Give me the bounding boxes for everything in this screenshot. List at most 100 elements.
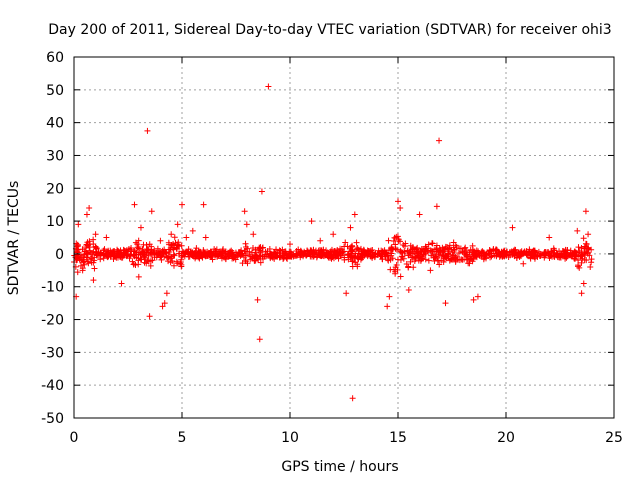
band-marker: [576, 264, 583, 271]
x-tick-label: 10: [281, 430, 299, 446]
data-point: [179, 201, 185, 208]
band-marker: [252, 246, 259, 253]
band-marker: [393, 246, 400, 253]
band-marker: [582, 252, 589, 259]
band-marker: [347, 248, 354, 255]
band-marker: [178, 253, 185, 260]
band-marker: [435, 248, 442, 255]
band-marker: [577, 253, 584, 260]
band-marker: [342, 239, 349, 246]
band-marker: [168, 254, 175, 261]
band-marker: [567, 247, 574, 254]
band-marker: [527, 251, 534, 258]
band-marker: [181, 250, 188, 257]
y-tick-label: -10: [41, 280, 64, 296]
band-marker: [361, 250, 368, 257]
y-tick-labels: 60 50 40 30 20 10 0 -10 -20 -30 -40 -50: [41, 50, 64, 427]
y-tick-label: 0: [55, 247, 64, 263]
band-marker: [144, 249, 151, 256]
band-marker: [91, 265, 98, 272]
band-marker: [171, 234, 178, 241]
band-marker: [562, 250, 569, 257]
band-marker: [397, 273, 404, 280]
band-marker: [272, 250, 279, 257]
x-tick-label: 0: [70, 430, 79, 446]
band-marker: [462, 244, 469, 251]
band-marker: [341, 256, 348, 263]
band-marker: [513, 250, 520, 257]
band-marker: [542, 250, 549, 257]
band-marker: [550, 245, 557, 252]
band-marker: [85, 260, 92, 267]
band-marker: [117, 254, 124, 261]
band-marker: [466, 260, 473, 267]
band-marker: [243, 244, 250, 251]
band-marker: [218, 255, 225, 262]
band-marker: [459, 256, 466, 263]
band-marker: [238, 251, 245, 258]
band-marker: [562, 255, 569, 262]
band-marker: [429, 240, 436, 247]
band-marker: [487, 248, 494, 255]
band-marker: [178, 263, 185, 270]
band-marker: [191, 250, 198, 257]
band-marker: [493, 250, 500, 257]
band-marker: [401, 243, 408, 250]
band-marker: [313, 254, 320, 261]
data-point: [103, 234, 110, 241]
data-point: [587, 264, 594, 271]
x-tick-label: 25: [605, 430, 623, 446]
data-point: [416, 211, 423, 218]
data-point: [427, 267, 434, 274]
band-marker: [185, 250, 191, 257]
band-marker: [300, 253, 307, 260]
data-point: [509, 224, 516, 231]
band-marker: [397, 238, 404, 245]
band-marker: [267, 252, 274, 259]
band-marker: [74, 248, 81, 255]
band-marker: [287, 248, 294, 255]
band-marker: [147, 262, 154, 269]
band-marker: [394, 256, 401, 263]
data-point: [330, 231, 337, 238]
band-marker: [244, 260, 251, 267]
band-marker: [517, 251, 524, 258]
band-marker: [575, 249, 582, 256]
band-marker: [138, 249, 145, 256]
band-marker: [196, 253, 203, 260]
band-marker: [407, 242, 414, 249]
data-point: [397, 204, 404, 211]
band-marker: [501, 247, 508, 254]
data-point: [405, 287, 412, 294]
band-marker: [134, 241, 141, 248]
data-point: [574, 227, 581, 234]
data-point: [433, 203, 440, 210]
band-marker: [433, 242, 440, 249]
band-marker: [323, 247, 330, 254]
band-marker: [556, 248, 563, 255]
band-marker: [444, 244, 451, 251]
data-point: [585, 231, 592, 238]
band-marker: [74, 269, 81, 276]
band-marker: [448, 255, 455, 262]
data-point: [349, 395, 356, 402]
band-marker: [425, 249, 432, 256]
grid: [74, 57, 614, 418]
data-point: [146, 313, 153, 320]
band-marker: [135, 261, 142, 268]
band-marker: [93, 246, 100, 253]
data-point: [308, 218, 315, 225]
band-marker: [450, 244, 457, 251]
band-marker: [173, 258, 180, 265]
band-marker: [422, 243, 429, 250]
data-point: [256, 336, 263, 343]
band-marker: [379, 250, 386, 257]
band-marker: [79, 246, 86, 253]
data-point: [258, 188, 265, 195]
data-point: [265, 83, 272, 90]
data-point: [287, 241, 293, 248]
band-marker: [118, 254, 125, 261]
y-axis-title: SDTVAR / TECUs: [6, 181, 22, 296]
band-marker: [407, 258, 414, 265]
